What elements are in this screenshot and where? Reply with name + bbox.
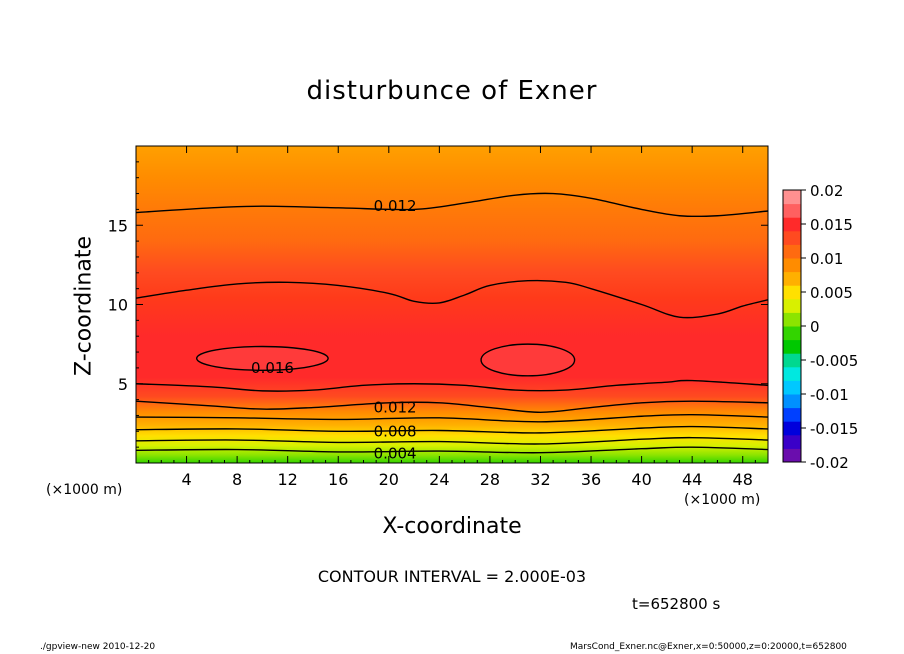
contour-interval: CONTOUR INTERVAL = 2.000E-03	[317, 567, 587, 586]
x-unit-right: (×1000 m)	[684, 492, 761, 508]
colorbar-tick-label-6: -0.01	[810, 386, 849, 404]
contour-line-6	[136, 279, 768, 319]
contour-label-4: 0.004	[374, 444, 417, 462]
time-label: t=652800 s	[632, 595, 721, 613]
contour-line-2	[136, 425, 768, 434]
x-tick-label-6: 28	[480, 470, 500, 489]
colorbar-segment	[783, 312, 801, 327]
colorbar-segment	[783, 326, 801, 341]
y-tick-label-1: 10	[108, 296, 128, 315]
footer-left: ./gpview-new 2010-12-20	[40, 642, 156, 652]
y-tick-label-0: 5	[118, 375, 128, 394]
x-tick-label-10: 44	[682, 470, 702, 489]
colorbar-tick-label-8: -0.02	[810, 454, 849, 472]
x-tick-label-5: 24	[429, 470, 449, 489]
closed-contour-0	[195, 345, 329, 371]
colorbar-segment	[783, 394, 801, 409]
colorbar-segment	[783, 380, 801, 395]
x-tick-label-0: 4	[181, 470, 191, 489]
colorbar-tick-label-5: -0.005	[810, 352, 858, 370]
colorbar-segment	[783, 407, 801, 422]
colorbar-tick-label-3: 0.005	[810, 284, 853, 302]
contour-line-0	[136, 446, 768, 454]
colorbar-segment	[783, 339, 801, 354]
colorbar-segment	[783, 421, 801, 436]
y-tick-label-2: 15	[108, 216, 128, 235]
x-tick-label-2: 12	[278, 470, 298, 489]
colorbar-tick-label-4: 0	[810, 318, 820, 336]
colorbar-segment	[783, 271, 801, 286]
colorbar-segment	[783, 285, 801, 300]
colorbar-segment	[783, 434, 801, 449]
colorbar-segment	[783, 217, 801, 232]
x-tick-label-1: 8	[232, 470, 242, 489]
colorbar-segment	[783, 298, 801, 313]
contour-line-1	[136, 436, 768, 445]
closed-contour-1	[480, 343, 576, 377]
contour-line-5	[136, 379, 768, 392]
colorbar-segment	[783, 244, 801, 259]
contour-label-2: 0.012	[374, 399, 417, 417]
x-axis-label: X-coordinate	[382, 514, 522, 539]
contour-line-4	[136, 400, 768, 413]
x-tick-label-11: 48	[733, 470, 753, 489]
colorbar-segment	[783, 190, 801, 205]
contour-label-1: 0.016	[251, 359, 294, 377]
x-tick-label-4: 20	[379, 470, 399, 489]
colorbar-segment	[783, 230, 801, 245]
x-tick-label-9: 40	[631, 470, 651, 489]
x-unit-left: (×1000 m)	[46, 482, 123, 498]
y-axis-label: Z-coordinate	[71, 236, 97, 376]
colorbar-segment	[783, 203, 801, 218]
x-tick-label-3: 16	[328, 470, 348, 489]
colorbar-segment	[783, 258, 801, 273]
colorbar-tick-label-1: 0.015	[810, 216, 853, 234]
contour-label-3: 0.008	[374, 422, 417, 440]
contour-line-3	[136, 413, 768, 423]
chart-title: disturbunce of Exner	[306, 76, 598, 106]
contour-line-7	[136, 192, 768, 218]
x-tick-label-8: 36	[581, 470, 601, 489]
footer-right: MarsCond_Exner.nc@Exner,x=0:50000,z=0:20…	[570, 642, 847, 652]
colorbar-segment	[783, 366, 801, 381]
colorbar-tick-label-7: -0.015	[810, 420, 858, 438]
x-tick-label-7: 32	[530, 470, 550, 489]
field-fill	[136, 146, 768, 463]
colorbar-segment	[783, 448, 801, 463]
colorbar-segment	[783, 353, 801, 368]
contour-label-0: 0.012	[374, 197, 417, 215]
colorbar-tick-label-2: 0.01	[810, 250, 843, 268]
colorbar-tick-label-0: 0.02	[810, 182, 843, 200]
